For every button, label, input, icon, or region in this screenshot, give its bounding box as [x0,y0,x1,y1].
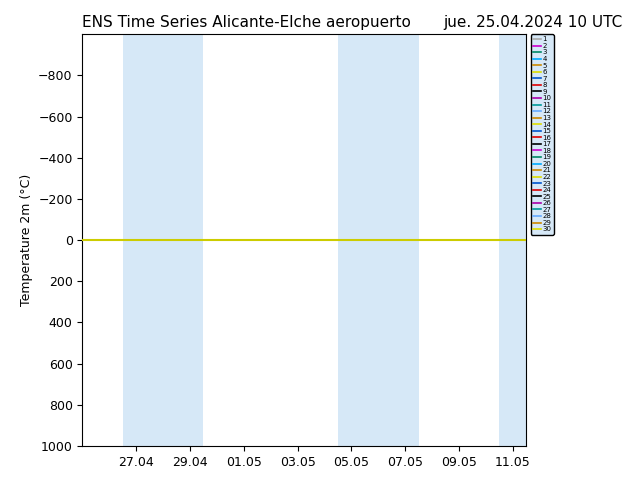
Bar [338,34,365,446]
Bar [150,34,204,446]
Text: ENS Time Series Alicante-Elche aeropuerto: ENS Time Series Alicante-Elche aeropuert… [82,15,411,30]
Y-axis label: Temperature 2m (°C): Temperature 2m (°C) [20,174,32,306]
Bar [123,34,150,446]
Bar [365,34,418,446]
Bar [500,34,526,446]
Text: jue. 25.04.2024 10 UTC: jue. 25.04.2024 10 UTC [444,15,623,30]
Legend: 1, 2, 3, 4, 5, 6, 7, 8, 9, 10, 11, 12, 13, 14, 15, 16, 17, 18, 19, 20, 21, 22, 2: 1, 2, 3, 4, 5, 6, 7, 8, 9, 10, 11, 12, 1… [531,34,553,235]
